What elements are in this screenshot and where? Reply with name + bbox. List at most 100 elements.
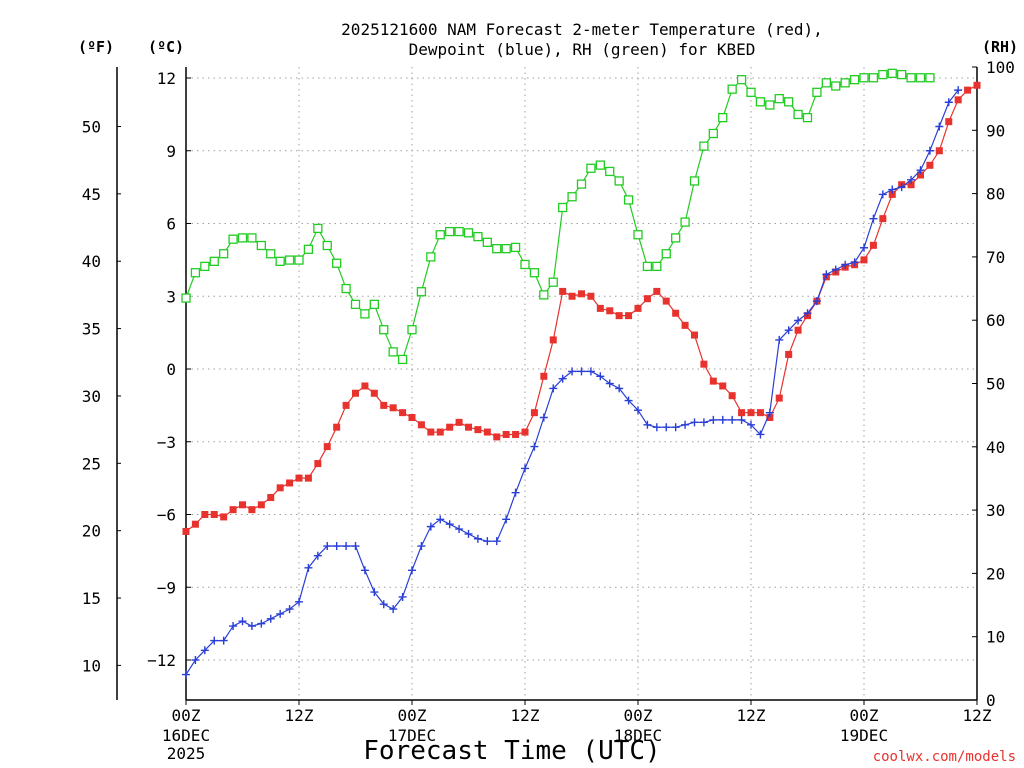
temperature-point (465, 423, 472, 431)
dewpoint-point (568, 367, 577, 376)
dewpoint-point (445, 520, 454, 529)
rh-point (247, 233, 257, 243)
temperature-point (691, 331, 698, 339)
temperature-point (559, 287, 567, 295)
temperature-point (436, 428, 444, 436)
rh-point (416, 287, 427, 297)
temperature-point (954, 96, 962, 104)
rh-point (699, 141, 709, 151)
dewpoint-point (907, 175, 916, 184)
rh-point (746, 87, 756, 97)
temperature-point (530, 409, 538, 417)
dewpoint-point (756, 430, 765, 439)
celsius-tick-label: −12 (147, 651, 176, 670)
temperature-point (738, 409, 746, 417)
celsius-tick-label: 12 (157, 69, 176, 88)
dewpoint-point (360, 566, 369, 575)
dewpoint-point (860, 243, 868, 252)
temperature-point (625, 312, 633, 320)
rh-point (802, 112, 813, 123)
fahrenheit-tick-label: 25 (82, 454, 101, 473)
rh-point (284, 255, 295, 265)
dewpoint-point (709, 415, 718, 424)
temperature-point (323, 443, 331, 451)
dewpoint-point (200, 646, 209, 655)
rh-point (831, 81, 841, 91)
dewpoint-point (681, 420, 690, 429)
rh-point (463, 228, 474, 238)
temperature-point (370, 389, 378, 397)
dewpoint-point (521, 464, 529, 473)
x-tick-label: 00Z (850, 706, 879, 725)
dewpoint-point (455, 525, 464, 534)
temperature-point (775, 394, 783, 402)
rh-point (774, 94, 784, 104)
temperature-point (700, 360, 708, 368)
x-tick-label: 00Z (172, 706, 201, 725)
rh-point (925, 73, 935, 83)
temperature-point (267, 494, 275, 502)
chart-title-line2: Dewpoint (blue), RH (green) for KBED (409, 40, 756, 59)
temperature-point (785, 350, 793, 358)
rh-markers (181, 68, 935, 365)
dewpoint-point (784, 326, 793, 335)
temperature-point (417, 421, 425, 429)
rh-point (605, 166, 615, 177)
rh-point (219, 249, 229, 259)
rh-point (501, 244, 511, 254)
temperature-point (474, 426, 482, 434)
dewpoint-point (916, 166, 925, 175)
rh-unit-label: (RH) (982, 38, 1018, 56)
fahrenheit-tick-label: 50 (82, 118, 101, 137)
dewpoint-point (417, 542, 426, 551)
dewpoint-point (530, 442, 539, 451)
dewpoint-point (464, 529, 473, 538)
rh-point (840, 78, 850, 88)
dewpoint-point (643, 420, 652, 429)
fahrenheit-tick-label: 45 (82, 185, 101, 204)
dewpoint-point (737, 415, 746, 424)
series-layer (181, 68, 981, 679)
rh-point (492, 244, 502, 254)
temperature-point (964, 86, 972, 94)
rh-point (784, 97, 794, 107)
temperature-point (653, 287, 661, 295)
rh-point (266, 249, 276, 259)
rh-tick-label: 80 (986, 185, 1005, 204)
rh-point (303, 244, 314, 254)
temperature-point (719, 382, 727, 390)
temperature-point (728, 392, 736, 400)
rh-point (915, 73, 926, 83)
dewpoint-point (257, 619, 266, 628)
rh-point (228, 234, 238, 244)
rh-point (388, 347, 398, 357)
temperature-point (766, 414, 774, 421)
chart-title-line1: 2025121600 NAM Forecast 2-meter Temperat… (341, 20, 823, 39)
rh-tick-label: 70 (986, 248, 1005, 267)
dewpoint-markers (182, 86, 963, 679)
fahrenheit-unit-label: (ºF) (78, 38, 114, 56)
fahrenheit-tick-label: 15 (82, 589, 101, 608)
rh-point (633, 230, 643, 240)
rh-point (379, 325, 389, 335)
dewpoint-point (313, 551, 322, 560)
celsius-tick-label: 0 (166, 360, 176, 379)
celsius-tick-label: 6 (166, 215, 176, 234)
rh-point (369, 299, 379, 310)
dewpoint-point (511, 488, 520, 497)
rh-point (586, 163, 596, 173)
dewpoint-point (869, 214, 878, 223)
dewpoint-point (765, 408, 774, 417)
temperature-point (888, 190, 896, 198)
x-tick-label: 12Z (285, 706, 314, 725)
rh-point (454, 226, 464, 237)
dewpoint-point (229, 622, 238, 631)
temperature-point (681, 321, 689, 329)
rh-point (868, 73, 879, 83)
temperature-point (295, 474, 303, 482)
x-tick-date-label: 16DEC (162, 726, 210, 745)
rh-point (755, 97, 766, 107)
dewpoint-point (266, 614, 275, 623)
dewpoint-point (775, 335, 784, 344)
